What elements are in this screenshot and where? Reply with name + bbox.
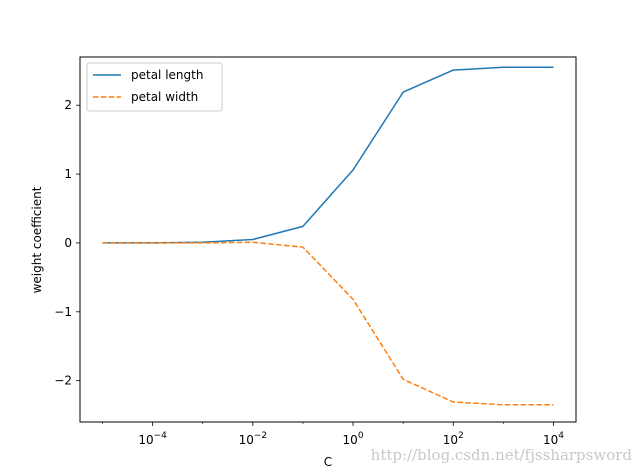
y-tick-label: −1 xyxy=(54,305,72,319)
legend-label-petal-length: petal length xyxy=(131,68,203,82)
x-tick-label: 10−4 xyxy=(138,431,167,447)
legend-label-petal-width: petal width xyxy=(131,90,198,104)
y-axis-label: weight coefficient xyxy=(30,186,44,293)
x-tick-label: 10−2 xyxy=(239,431,268,447)
x-tick-label: 104 xyxy=(543,431,564,447)
y-tick-label: −2 xyxy=(54,374,72,388)
legend: petal length petal width xyxy=(86,62,223,112)
x-tick-label: 100 xyxy=(343,431,364,447)
y-tick-label: 2 xyxy=(64,98,72,112)
plot-area xyxy=(79,56,577,423)
y-tick-label: 1 xyxy=(64,167,72,181)
x-axis-ticks: 10−4 10−2 100 102 104 xyxy=(102,422,564,447)
x-axis-label: C xyxy=(324,455,332,469)
series-layer xyxy=(102,66,554,406)
watermark-text: http://blog.csdn.net/fjssharpsword xyxy=(371,446,633,464)
y-axis-ticks: −2 −1 0 1 2 xyxy=(54,98,80,388)
x-tick-label: 102 xyxy=(443,431,464,447)
y-tick-label: 0 xyxy=(64,236,72,250)
series-line-petal-width xyxy=(102,241,554,406)
